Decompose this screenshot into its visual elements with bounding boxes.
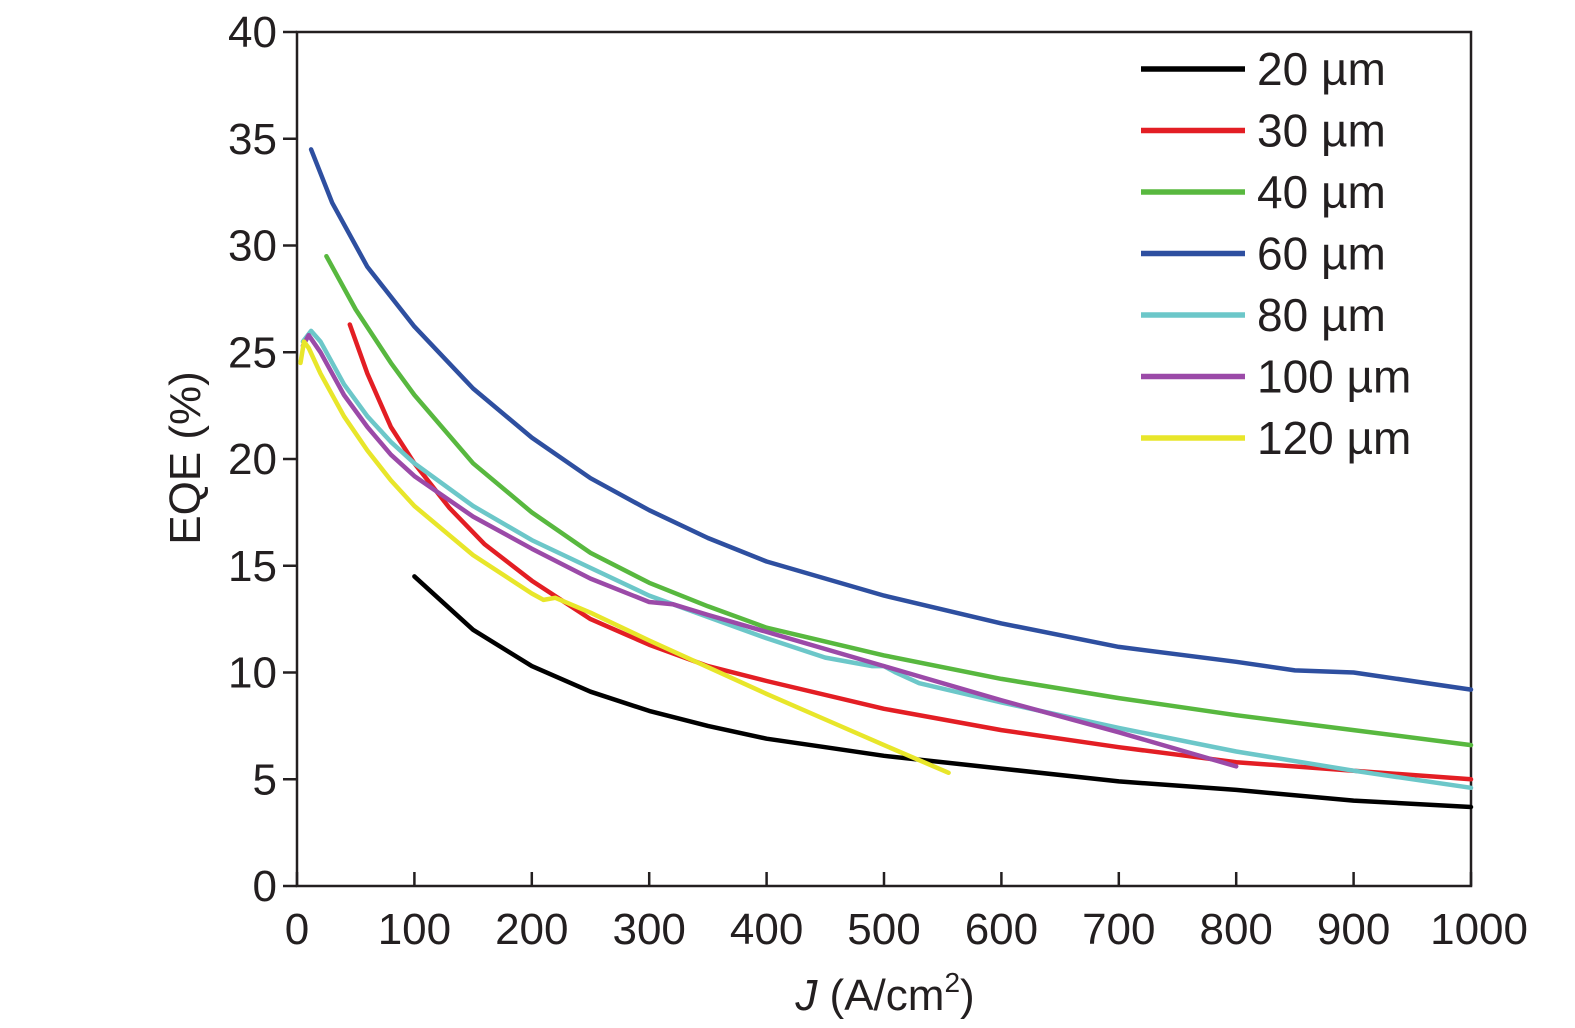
x-tick-label: 200 xyxy=(495,905,568,954)
y-tick-label: 0 xyxy=(253,862,277,911)
y-tick-label: 25 xyxy=(228,328,277,377)
legend-label: 40 µm xyxy=(1257,166,1386,218)
x-axis-title: J (A/cm2) xyxy=(794,967,974,1020)
x-tick-label: 600 xyxy=(965,905,1038,954)
x-axis-unit-close: ) xyxy=(960,971,975,1020)
x-axis-ticks: 0 100 200 300 400 500 600 700 800 900 1000 xyxy=(285,872,1528,954)
legend: 20 µm 30 µm 40 µm 60 µm 80 µm 100 µm 120 µm xyxy=(1141,43,1411,464)
legend-label: 80 µm xyxy=(1257,289,1386,341)
series-line-100um xyxy=(300,332,1239,769)
y-tick-label: 40 xyxy=(228,8,277,57)
x-tick-label: 500 xyxy=(847,905,920,954)
x-tick-label: 300 xyxy=(612,905,685,954)
legend-label: 60 µm xyxy=(1257,228,1386,280)
x-tick-label: 800 xyxy=(1199,905,1272,954)
y-tick-label: 10 xyxy=(228,649,277,698)
legend-label: 120 µm xyxy=(1257,412,1411,464)
x-tick-label: 100 xyxy=(378,905,451,954)
y-axis-ticks: 0 5 10 15 20 25 30 35 40 xyxy=(228,8,297,911)
y-tick-label: 30 xyxy=(228,222,277,271)
series-line-30um xyxy=(347,322,1474,782)
y-tick-label: 5 xyxy=(253,755,277,804)
x-tick-label: 400 xyxy=(730,905,803,954)
series-layer xyxy=(298,147,1474,810)
y-tick-label: 15 xyxy=(228,542,277,591)
x-axis-variable: J xyxy=(794,971,818,1020)
series-line-60um xyxy=(308,147,1474,692)
y-tick-label: 20 xyxy=(228,435,277,484)
y-tick-label: 35 xyxy=(228,115,277,164)
x-tick-label: 1000 xyxy=(1430,905,1528,954)
x-tick-label: 0 xyxy=(285,905,309,954)
legend-label: 100 µm xyxy=(1257,351,1411,403)
series-line-40um xyxy=(324,253,1474,748)
x-tick-label: 900 xyxy=(1317,905,1390,954)
y-axis-title: EQE (%) xyxy=(161,371,210,545)
x-axis-unit-open: (A/cm xyxy=(817,971,944,1020)
series-line-120um xyxy=(298,339,951,776)
series-line-20um xyxy=(412,574,1474,810)
x-tick-label: 700 xyxy=(1082,905,1155,954)
x-axis-unit-superscript: 2 xyxy=(944,967,960,998)
legend-label: 30 µm xyxy=(1257,105,1386,157)
legend-label: 20 µm xyxy=(1257,43,1386,95)
